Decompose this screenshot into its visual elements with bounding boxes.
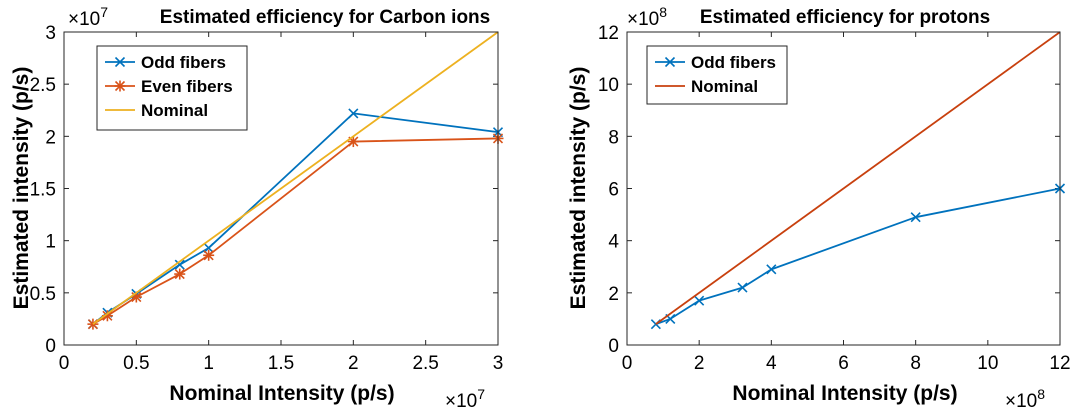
legend-label: Even fibers [141,77,233,96]
x-tick-label: 12 [1049,353,1070,374]
x-tick-label: 4 [766,353,777,374]
data-point [737,282,748,293]
y-tick-label: 2 [608,284,619,305]
x-tick-label: 10 [977,353,998,374]
data-point-marker-b [174,259,185,270]
series-line-odd-fibers [92,112,499,325]
y-tick-label: 3 [45,23,56,44]
plot-frame [626,31,1061,346]
data-point-marker-b [694,295,705,306]
y-ticks: 0 2 4 6 8 10 12 [598,23,1060,357]
y-multiplier-exponent: 8 [659,4,667,20]
series-group [650,31,1066,330]
y-multiplier-exponent: 7 [100,4,108,20]
legend-label: Odd fibers [691,53,776,72]
y-tick-label: 0.5 [30,284,56,305]
x-multiplier-exponent: 7 [477,386,485,402]
x-axis-multiplier: ×108 [1005,386,1045,412]
legend-entry-odd-fibers: Odd fibers [655,53,776,72]
x-ticks: 0 0.5 1 1.5 2 2.5 3 [59,32,504,374]
data-point-marker-b [203,242,214,254]
chart-title: Estimated efficiency for Carbon ions [160,7,490,28]
data-point-marker-b [737,282,748,293]
y-multiplier-base: ×10 [627,9,659,30]
x-tick-label: 2.5 [412,353,438,374]
y-tick-label: 0 [45,336,56,357]
x-tick-label: 3 [493,353,504,374]
legend: Odd fibers Even fibers Nominal [96,45,248,131]
legend-label: Nominal [691,77,758,96]
x-tick-label: 0.5 [123,353,149,374]
x-axis-label: Nominal Intensity (p/s) [732,382,957,405]
data-point-marker-b [665,313,676,324]
y-tick-label: 2 [45,127,56,148]
y-axis-multiplier: ×107 [68,4,108,30]
data-point [347,136,359,148]
series-group [87,31,504,330]
y-tick-label: 4 [608,232,619,253]
x-tick-label: 2 [348,353,359,374]
y-tick-label: 12 [598,23,619,44]
series-line-nominal [92,31,499,325]
chart-title: Estimated efficiency for protons [700,7,990,28]
legend-entry-even-fibers: Even fibers [105,77,233,96]
y-tick-label: 10 [598,75,619,96]
x-multiplier-exponent: 8 [1037,386,1045,402]
data-point [910,212,921,223]
legend-box [646,45,788,105]
legend: Odd fibers Nominal [646,45,788,105]
data-point [174,268,186,280]
y-tick-label: 1.5 [30,180,56,201]
legend-entry-nominal: Nominal [105,101,208,120]
x-tick-label: 8 [910,353,921,374]
legend-symbol [105,80,135,92]
y-tick-label: 1 [45,232,56,253]
x-multiplier-base: ×10 [445,391,477,412]
y-tick-label: 6 [608,180,619,201]
y-axis-label: Estimated intensity (p/s) [567,67,590,310]
legend-entry-nominal: Nominal [655,77,758,96]
series-line-nominal [655,31,1061,325]
x-tick-label: 2 [694,353,705,374]
plot-frame [63,31,499,346]
legend-label: Nominal [141,101,208,120]
chart-protons: Estimated efficiency for protons ×108 No… [567,4,1071,412]
data-point [203,242,214,254]
x-axis-multiplier: ×107 [445,386,485,412]
data-point [203,249,215,261]
data-point-marker-b [348,108,359,119]
legend-symbol [655,56,685,68]
y-axis-label: Estimated intensity (p/s) [10,67,33,310]
legend-marker-b [664,56,676,68]
series-line-odd-fibers [655,187,1061,325]
x-tick-label: 0 [622,353,633,374]
data-point [694,295,705,306]
x-tick-label: 0 [59,353,70,374]
x-multiplier-base: ×10 [1005,391,1037,412]
legend-label: Odd fibers [141,53,226,72]
y-multiplier-base: ×10 [68,9,100,30]
legend-symbol [105,56,135,68]
x-axis-label: Nominal Intensity (p/s) [169,382,394,405]
y-axis-multiplier: ×108 [627,4,667,30]
data-point-marker-b [910,212,921,223]
x-tick-label: 1.5 [268,353,294,374]
y-tick-label: 2.5 [30,75,56,96]
legend-marker-b [114,56,126,68]
legend-entry-odd-fibers: Odd fibers [105,53,226,72]
y-tick-label: 8 [608,127,619,148]
data-point-marker-b [766,264,777,275]
x-tick-label: 6 [838,353,849,374]
chart-carbon-ions: Estimated efficiency for Carbon ions ×10… [10,4,504,412]
y-tick-label: 0 [608,336,619,357]
x-tick-label: 1 [203,353,214,374]
data-point [348,108,359,119]
data-point [766,264,777,275]
data-point [174,259,185,270]
